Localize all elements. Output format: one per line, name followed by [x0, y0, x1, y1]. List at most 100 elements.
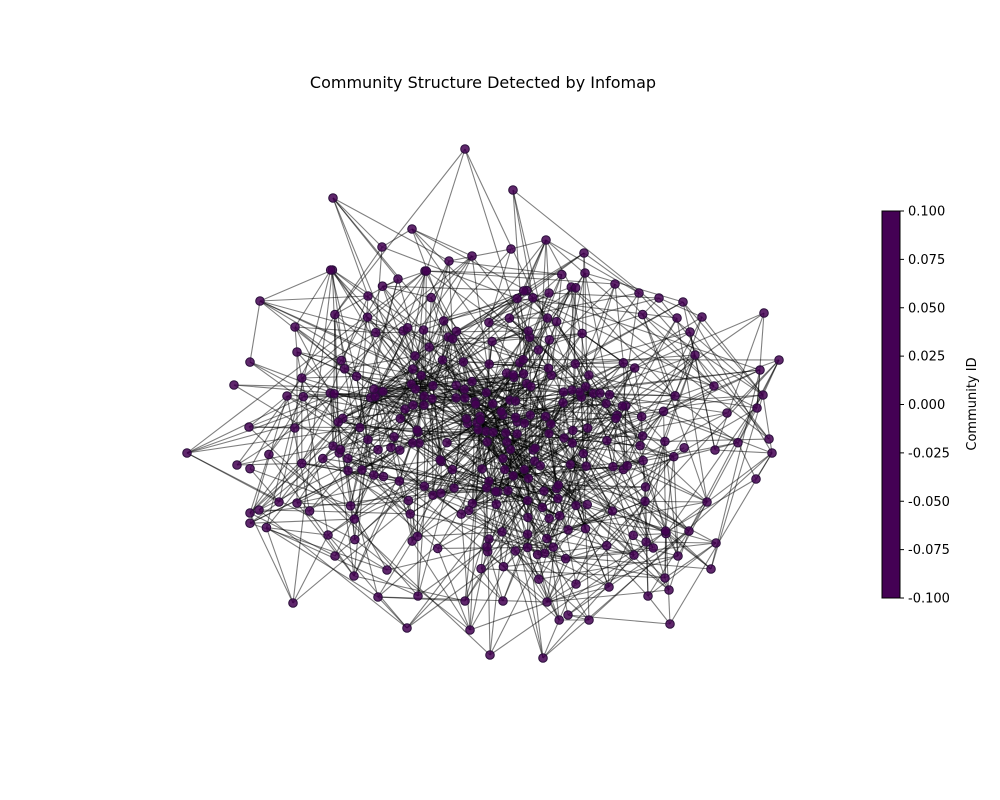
network-edge [411, 540, 471, 631]
network-edge [714, 312, 765, 451]
network-edge [548, 433, 587, 529]
network-edge [411, 228, 473, 257]
network-node [755, 365, 765, 375]
network-edge [545, 239, 550, 294]
network-edge [374, 396, 392, 448]
network-node [510, 412, 521, 423]
network-edge [249, 361, 335, 395]
network-edge [588, 374, 676, 397]
network-node [530, 443, 540, 454]
network-edge [332, 197, 450, 262]
network-edge [338, 391, 384, 454]
network-edge [489, 314, 643, 365]
network-edge [526, 383, 573, 444]
network-edge [658, 297, 703, 318]
network-edge [665, 456, 675, 532]
network-edge [489, 554, 635, 656]
network-node [476, 563, 486, 574]
network-node [584, 370, 594, 380]
network-node [407, 438, 418, 448]
network-node [255, 296, 265, 306]
network-edge [332, 197, 383, 248]
network-edge [524, 468, 666, 532]
network-node [318, 453, 328, 464]
network-edge [663, 411, 667, 532]
network-edge [439, 459, 540, 580]
colorbar-label: Community ID [965, 357, 980, 450]
network-node [558, 398, 568, 408]
network-node [526, 381, 536, 392]
network-node [581, 461, 592, 472]
network-edge [737, 359, 780, 443]
network-edge [645, 354, 696, 488]
network-edge [564, 435, 643, 439]
network-edge [546, 528, 586, 603]
network-node [508, 370, 519, 380]
network-node [424, 342, 435, 352]
network-node [261, 522, 272, 533]
network-edge [425, 270, 539, 351]
network-node [498, 561, 509, 572]
network-node [395, 413, 406, 424]
network-edge [249, 449, 401, 524]
network-node [558, 387, 569, 397]
network-node [498, 596, 508, 606]
network-edge [303, 395, 425, 398]
network-edge [688, 359, 780, 532]
network-edge [249, 487, 487, 514]
network-node [292, 347, 302, 357]
network-node [288, 598, 298, 608]
network-node [477, 464, 487, 474]
network-node [502, 437, 512, 447]
network-edge [249, 454, 270, 514]
network-edge [259, 300, 376, 334]
network-node [537, 502, 548, 513]
network-edge [664, 441, 679, 557]
network-edge [412, 368, 564, 404]
network-edge [481, 568, 666, 579]
network-edge [512, 189, 534, 298]
network-edge [354, 539, 471, 631]
network-edge [400, 418, 654, 549]
network-node [416, 370, 427, 381]
network-node [508, 471, 519, 481]
network-node [660, 436, 670, 447]
network-edge [469, 550, 516, 631]
network-edge [565, 510, 613, 560]
colorbar: 0.100 0.075 0.050 0.025 0.000 -0.025 -0.050 -0.… [881, 205, 980, 607]
network-node [245, 357, 255, 367]
network-node [512, 293, 522, 304]
network-edge [506, 415, 546, 443]
network-edge [373, 449, 401, 476]
network-node [540, 411, 551, 422]
network-edge [350, 485, 425, 507]
network-edge [248, 395, 288, 428]
network-node [611, 413, 621, 424]
network-edge [350, 391, 380, 506]
network-edge [502, 507, 543, 602]
network-edge [337, 330, 404, 423]
network-node [570, 283, 581, 293]
network-edge [294, 326, 342, 361]
network-node [438, 316, 449, 326]
network-edge [546, 500, 646, 603]
network-node [290, 322, 300, 332]
network-node [456, 509, 467, 519]
network-edge [585, 528, 649, 597]
network-edge [644, 385, 715, 502]
network-node [538, 653, 548, 663]
network-node [601, 540, 612, 551]
network-edge [452, 338, 487, 393]
network-node [722, 408, 732, 418]
network-node [567, 438, 578, 448]
network-edge [575, 331, 691, 365]
network-node [410, 351, 420, 361]
network-edge [301, 462, 419, 597]
network-node [461, 414, 472, 424]
network-edge [523, 283, 616, 375]
network-edge [406, 500, 528, 629]
network-node [584, 615, 594, 625]
network-node [634, 288, 644, 298]
network-node [497, 527, 507, 537]
network-node [553, 493, 563, 504]
